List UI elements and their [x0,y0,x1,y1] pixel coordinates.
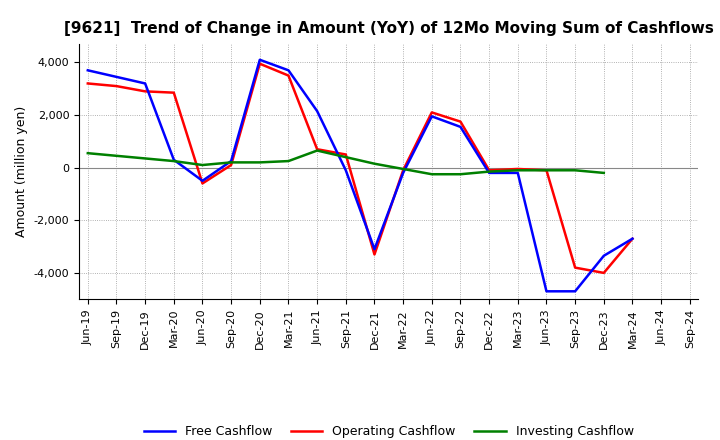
Operating Cashflow [169,90,178,95]
Free Cashflow [542,289,551,294]
Operating Cashflow [312,147,321,152]
Free Cashflow [600,253,608,258]
Y-axis label: Amount (million yen): Amount (million yen) [15,106,28,237]
Line: Free Cashflow: Free Cashflow [88,60,632,291]
Free Cashflow [198,178,207,183]
Free Cashflow [370,246,379,252]
Title: [9621]  Trend of Change in Amount (YoY) of 12Mo Moving Sum of Cashflows: [9621] Trend of Change in Amount (YoY) o… [64,21,714,36]
Free Cashflow [227,158,235,164]
Investing Cashflow [485,169,493,174]
Free Cashflow [456,124,465,129]
Investing Cashflow [227,160,235,165]
Investing Cashflow [256,160,264,165]
Free Cashflow [628,236,636,241]
Operating Cashflow [141,89,150,94]
Investing Cashflow [112,153,121,158]
Investing Cashflow [341,154,350,160]
Legend: Free Cashflow, Operating Cashflow, Investing Cashflow: Free Cashflow, Operating Cashflow, Inves… [139,420,639,440]
Operating Cashflow [628,236,636,241]
Free Cashflow [141,81,150,86]
Investing Cashflow [84,150,92,156]
Line: Investing Cashflow: Investing Cashflow [88,150,604,174]
Free Cashflow [169,157,178,162]
Investing Cashflow [399,166,408,172]
Operating Cashflow [227,162,235,168]
Free Cashflow [513,170,522,176]
Investing Cashflow [428,172,436,177]
Free Cashflow [256,57,264,62]
Free Cashflow [284,68,293,73]
Operating Cashflow [84,81,92,86]
Free Cashflow [485,170,493,176]
Operating Cashflow [513,166,522,172]
Operating Cashflow [571,265,580,270]
Investing Cashflow [370,161,379,166]
Investing Cashflow [513,168,522,173]
Investing Cashflow [571,168,580,173]
Investing Cashflow [456,172,465,177]
Free Cashflow [399,170,408,176]
Operating Cashflow [542,168,551,173]
Operating Cashflow [428,110,436,115]
Operating Cashflow [370,252,379,257]
Free Cashflow [571,289,580,294]
Free Cashflow [112,74,121,80]
Operating Cashflow [600,270,608,275]
Operating Cashflow [341,152,350,157]
Operating Cashflow [198,181,207,186]
Free Cashflow [428,114,436,119]
Investing Cashflow [542,168,551,173]
Operating Cashflow [485,168,493,173]
Operating Cashflow [456,119,465,124]
Investing Cashflow [284,158,293,164]
Free Cashflow [312,108,321,114]
Line: Operating Cashflow: Operating Cashflow [88,64,632,273]
Operating Cashflow [256,61,264,66]
Free Cashflow [341,168,350,173]
Operating Cashflow [284,73,293,78]
Investing Cashflow [312,148,321,153]
Investing Cashflow [141,156,150,161]
Operating Cashflow [399,168,408,173]
Investing Cashflow [198,162,207,168]
Free Cashflow [84,68,92,73]
Investing Cashflow [600,170,608,176]
Investing Cashflow [169,158,178,164]
Operating Cashflow [112,84,121,89]
